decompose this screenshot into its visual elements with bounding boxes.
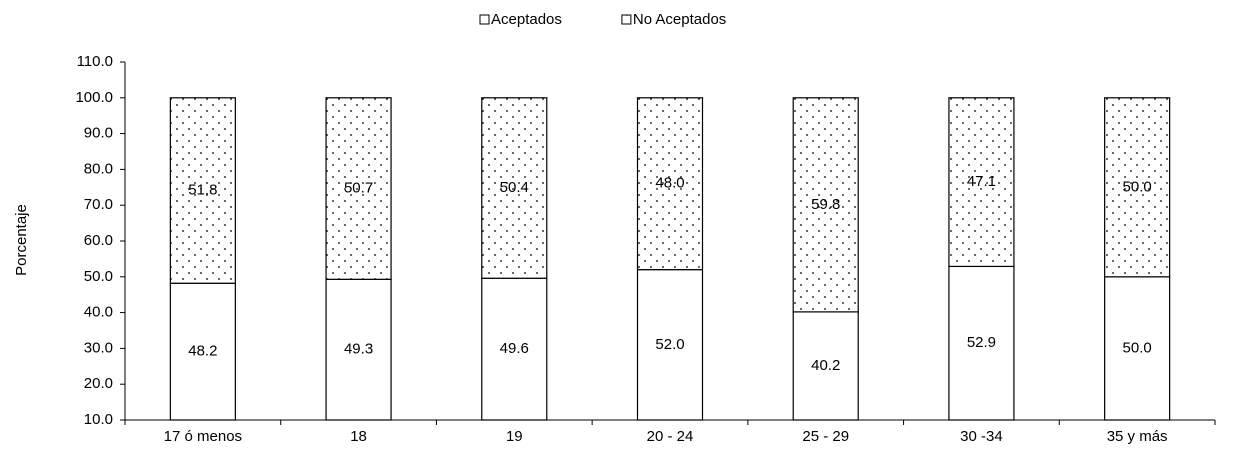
y-tick-label: 60.0 (84, 232, 113, 249)
x-tick-label: 30 -34 (960, 428, 1003, 445)
y-tick-label: 30.0 (84, 339, 113, 356)
bar-segment (1104, 97, 1171, 278)
legend-label: No Aceptados (633, 11, 726, 28)
x-tick-label: 35 y más (1107, 428, 1168, 445)
value-label: 48.2 (188, 343, 217, 360)
x-tick-label: 20 - 24 (647, 428, 694, 445)
value-label: 49.6 (500, 340, 529, 357)
bar-segment (169, 97, 236, 284)
bar-segment (636, 97, 704, 271)
y-tick-label: 10.0 (84, 411, 113, 428)
value-label: 47.1 (967, 173, 996, 190)
value-label: 50.0 (1123, 178, 1152, 195)
y-tick-label: 80.0 (84, 160, 113, 177)
value-label: 50.7 (344, 180, 373, 197)
bar-segment (792, 311, 859, 421)
bar-segment (948, 97, 1015, 268)
value-label: 49.3 (344, 341, 373, 358)
legend-swatch (621, 14, 632, 25)
value-label: 52.9 (967, 334, 996, 351)
y-tick-label: 110.0 (77, 53, 113, 70)
y-tick-label: 90.0 (84, 125, 113, 142)
y-tick-label: 70.0 (84, 196, 113, 213)
y-tick-label: 50.0 (84, 268, 113, 285)
value-label: 50.4 (500, 179, 529, 196)
x-tick-label: 25 - 29 (802, 428, 849, 445)
x-tick-label: 19 (506, 428, 523, 445)
value-label: 51.8 (188, 181, 217, 198)
y-tick-label: 40.0 (84, 304, 113, 321)
value-label: 48.0 (655, 175, 684, 192)
bar-segment (481, 277, 548, 421)
bar-segment (636, 269, 704, 421)
value-label: 40.2 (811, 357, 840, 374)
x-tick-label: 18 (350, 428, 367, 445)
bar-segment (169, 282, 236, 421)
y-tick-label: 100.0 (75, 89, 113, 106)
y-tick-label: 20.0 (84, 375, 113, 392)
legend-swatch (479, 14, 490, 25)
x-tick-label: 17 ó menos (164, 428, 242, 445)
value-label: 52.0 (655, 336, 684, 353)
bar-segment (792, 97, 859, 313)
value-label: 59.8 (811, 196, 840, 213)
bar-segment (325, 97, 392, 280)
bar-segment (481, 97, 548, 279)
value-label: 50.0 (1123, 339, 1152, 356)
legend-label: Aceptados (491, 11, 562, 28)
y-axis-label: Porcentaje (13, 204, 30, 276)
